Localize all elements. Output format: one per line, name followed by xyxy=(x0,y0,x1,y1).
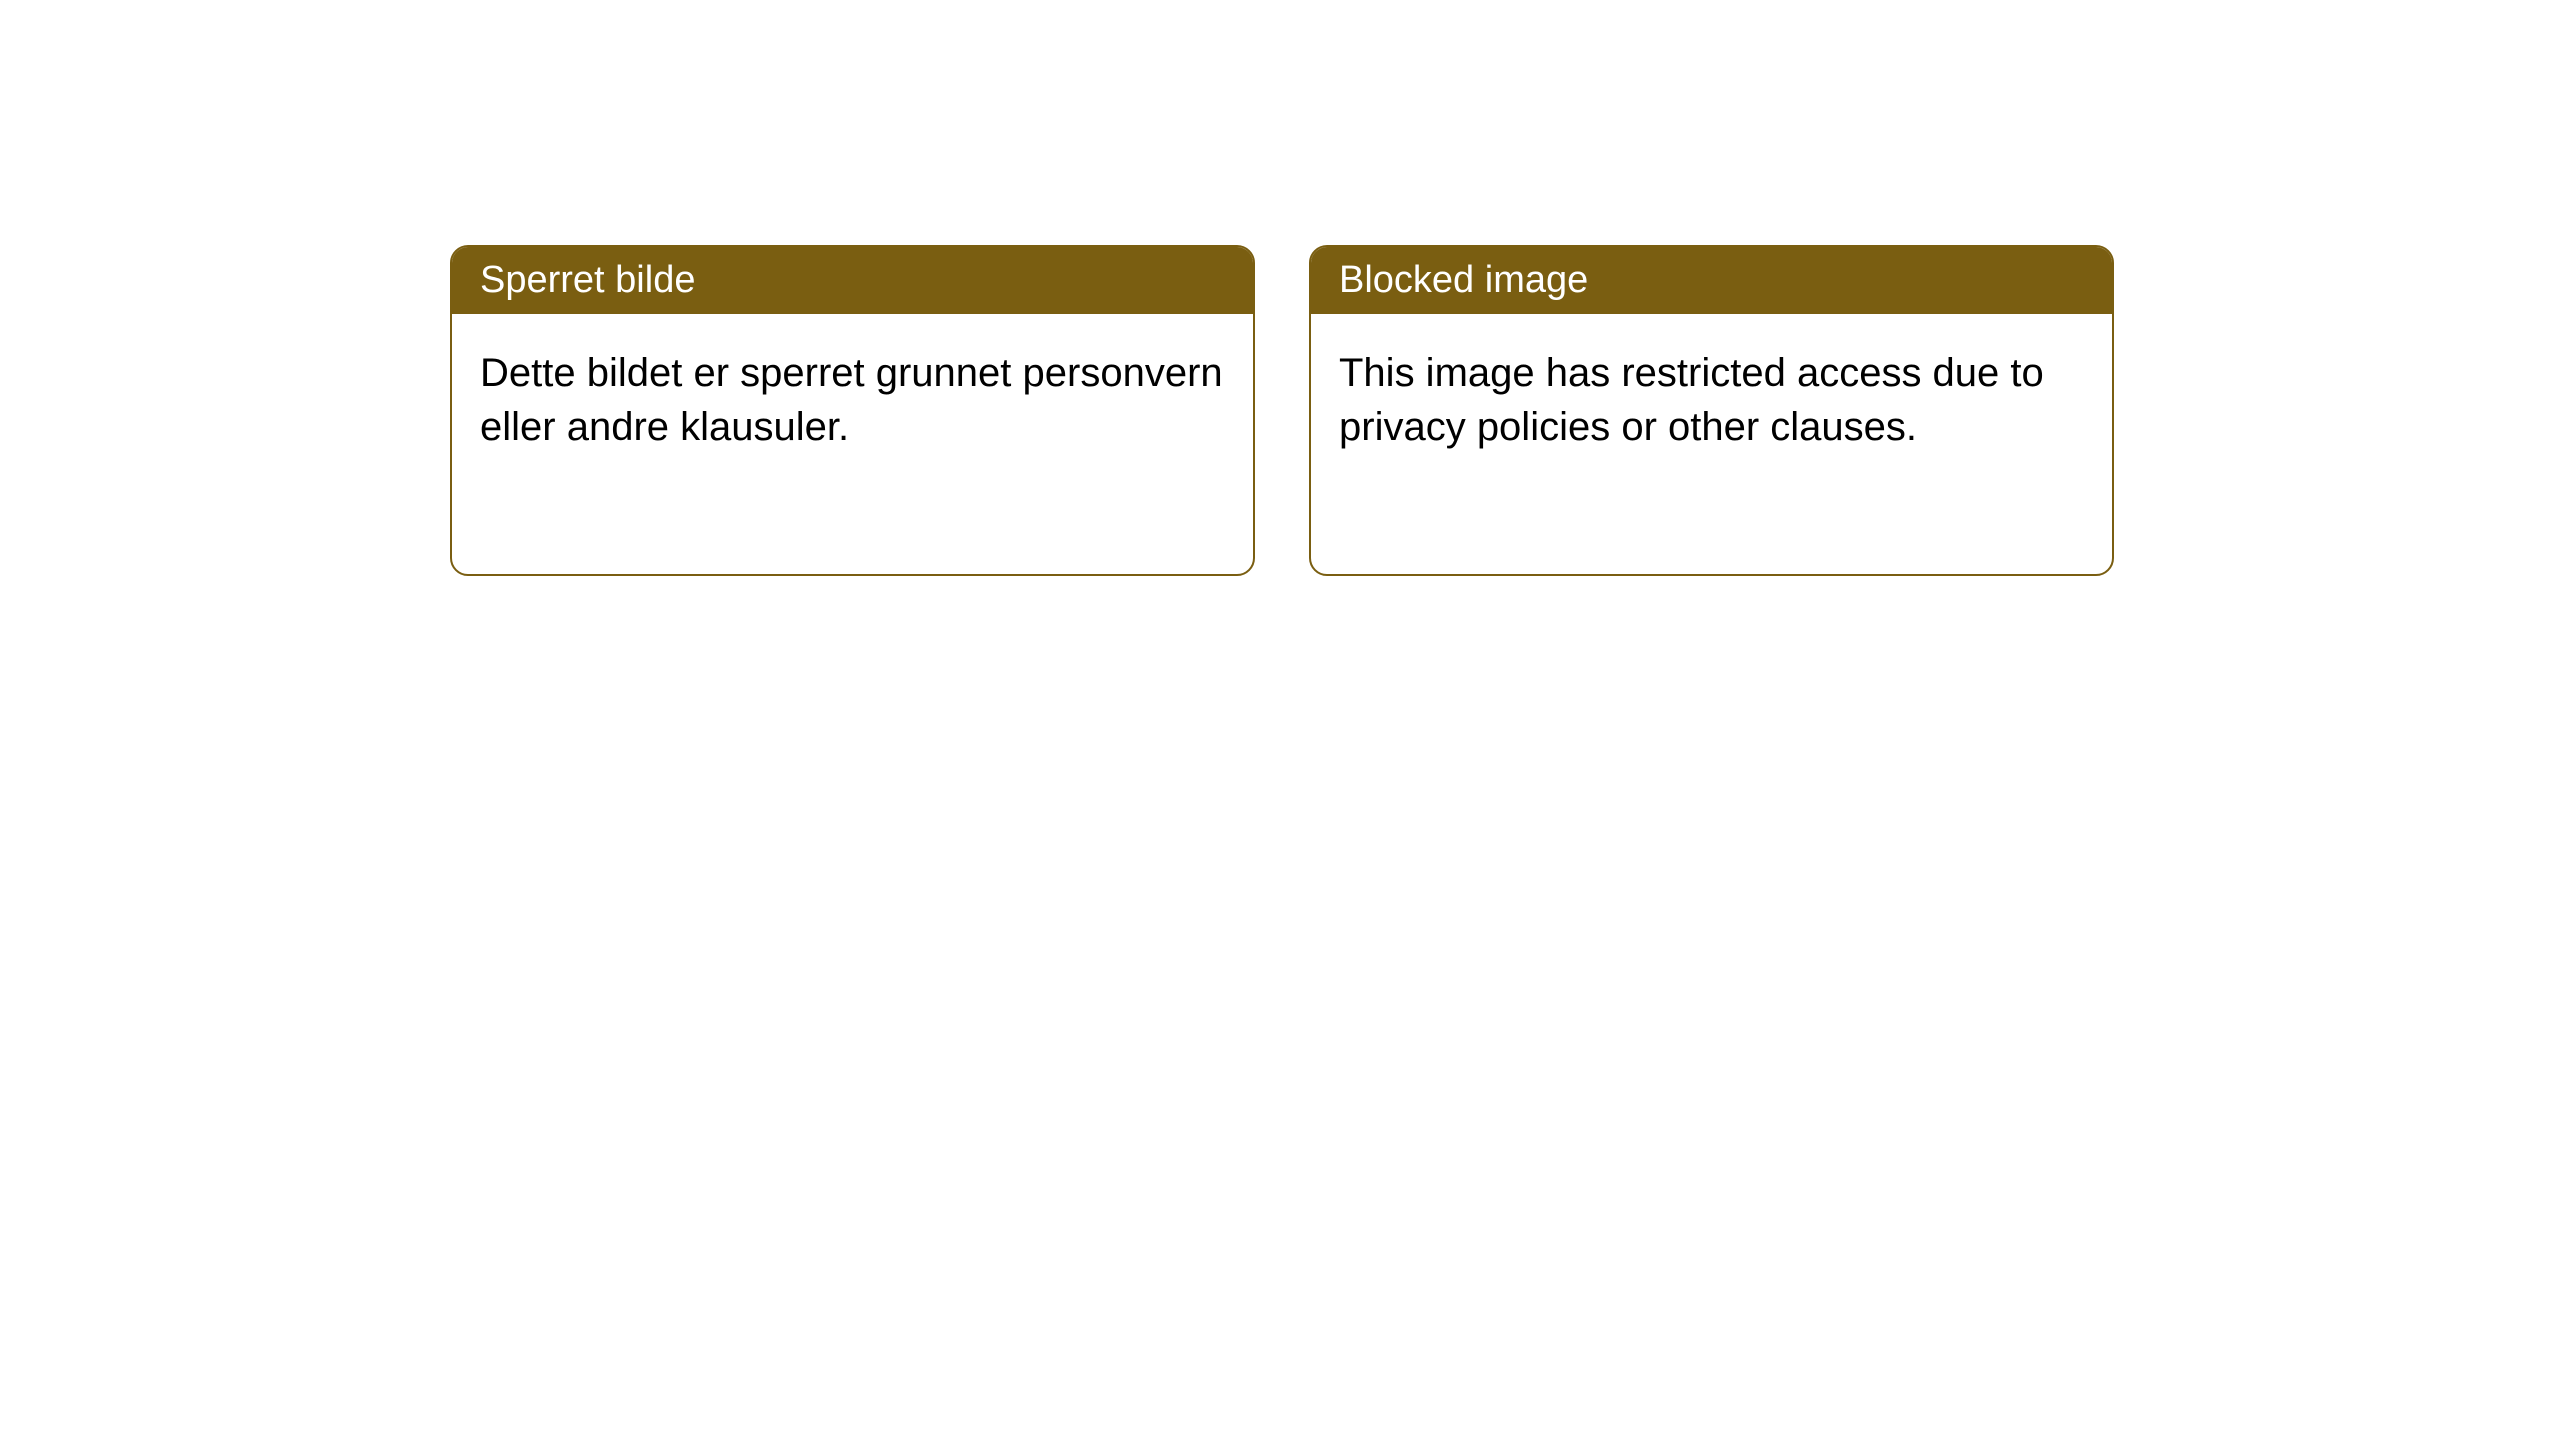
card-header: Blocked image xyxy=(1311,247,2112,314)
blocked-image-card-en: Blocked image This image has restricted … xyxy=(1309,245,2114,576)
card-body: Dette bildet er sperret grunnet personve… xyxy=(452,314,1253,574)
card-body: This image has restricted access due to … xyxy=(1311,314,2112,574)
card-title: Sperret bilde xyxy=(480,259,695,301)
card-message: Dette bildet er sperret grunnet personve… xyxy=(480,346,1225,454)
card-title: Blocked image xyxy=(1339,259,1588,301)
blocked-image-card-no: Sperret bilde Dette bildet er sperret gr… xyxy=(450,245,1255,576)
card-header: Sperret bilde xyxy=(452,247,1253,314)
notice-container: Sperret bilde Dette bildet er sperret gr… xyxy=(0,0,2560,576)
card-message: This image has restricted access due to … xyxy=(1339,346,2084,454)
